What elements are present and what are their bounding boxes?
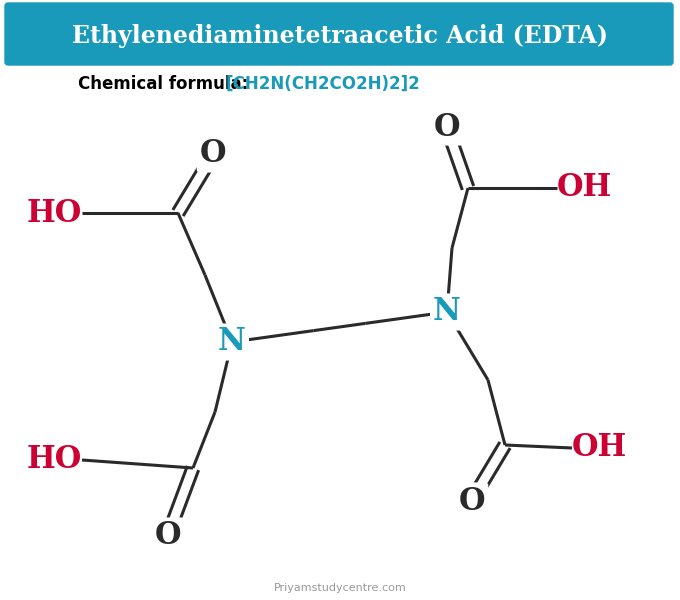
Text: N: N	[218, 326, 246, 358]
Text: HO: HO	[27, 197, 82, 229]
Text: O: O	[459, 485, 486, 517]
Text: O: O	[200, 139, 226, 169]
FancyBboxPatch shape	[5, 3, 673, 65]
Text: N: N	[218, 326, 246, 358]
Text: O: O	[155, 520, 182, 551]
Text: OH: OH	[557, 173, 612, 203]
Text: [CH2N(CH2CO2H)2]2: [CH2N(CH2CO2H)2]2	[226, 75, 421, 93]
Text: N: N	[433, 296, 461, 328]
Text: O: O	[434, 112, 460, 142]
Text: Ethylenediaminetetraacetic Acid (EDTA): Ethylenediaminetetraacetic Acid (EDTA)	[72, 24, 608, 48]
Text: Chemical formula:: Chemical formula:	[78, 75, 254, 93]
Text: HO: HO	[27, 445, 82, 475]
Text: OH: OH	[572, 433, 627, 463]
Text: N: N	[433, 296, 461, 328]
Text: Priyamstudycentre.com: Priyamstudycentre.com	[273, 583, 407, 593]
